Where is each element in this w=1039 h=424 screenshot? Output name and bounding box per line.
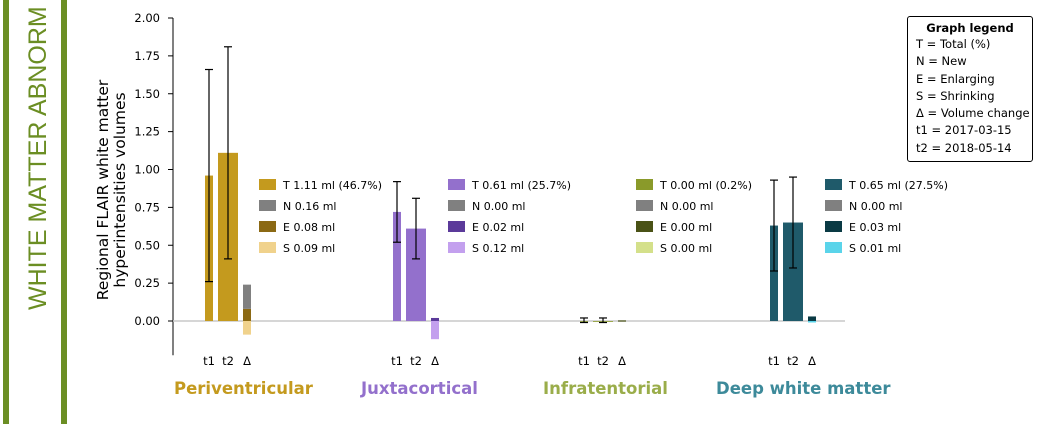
periventricular-delta-shrinking — [243, 321, 251, 335]
y-tick-label: 1.75 — [134, 49, 160, 63]
graph-legend-title: Graph legend — [926, 21, 1014, 35]
periventricular-entry-label: T 1.11 ml (46.7%) — [282, 179, 382, 192]
infratentorial-entry-label: N 0.00 ml — [660, 200, 714, 213]
juxtacortical-entry-swatch — [448, 200, 465, 211]
graph-legend: Graph legend T = Total (%) N = New E = Enl… — [907, 16, 1033, 162]
graph-legend-line: N = New — [916, 54, 967, 69]
deep-white-matter-entry-swatch — [825, 221, 842, 232]
juxtacortical-entry-swatch — [448, 221, 465, 232]
x-tick-label: t2 — [222, 354, 234, 368]
deep-white-matter-t2-bar — [783, 222, 803, 321]
juxtacortical-t2-bar — [406, 228, 426, 321]
periventricular-entry-label: S 0.09 ml — [283, 242, 335, 255]
juxtacortical-t1-bar — [393, 211, 401, 321]
x-tick-label: Δ — [431, 354, 439, 368]
x-tick-label: t1 — [203, 354, 215, 368]
juxtacortical-delta-enlarging — [431, 317, 439, 321]
juxtacortical-delta-shrinking — [431, 321, 439, 340]
side-panel-border — [3, 0, 67, 424]
deep-white-matter-entry-label: T 0.65 ml (27.5%) — [848, 179, 948, 192]
x-tick-label: t2 — [597, 354, 609, 368]
x-tick-label: t1 — [391, 354, 403, 368]
juxtacortical-entry-label: N 0.00 ml — [472, 200, 526, 213]
periventricular-entry-swatch — [259, 200, 276, 211]
periventricular-entry-label: N 0.16 ml — [283, 200, 337, 213]
y-tick-label: 1.50 — [134, 87, 160, 101]
graph-legend-lines: T = Total (%) N = New E = Enlarging S = Shr… — [916, 36, 1032, 157]
deep-white-matter-delta-enlarging — [808, 316, 816, 321]
infratentorial-entry-label: S 0.00 ml — [660, 242, 712, 255]
x-tick-label: t1 — [768, 354, 780, 368]
y-tick-label: 1.25 — [134, 125, 160, 139]
x-tick-label: t2 — [410, 354, 422, 368]
periventricular-region-label: Periventricular — [174, 379, 314, 398]
x-tick-label: Δ — [243, 354, 251, 368]
x-tick-label: t1 — [578, 354, 590, 368]
infratentorial-entry-label: T 0.00 ml (0.2%) — [659, 179, 752, 192]
graph-legend-line: S = Shrinking — [916, 88, 995, 103]
juxtacortical-region-label: Juxtacortical — [360, 379, 478, 398]
deep-white-matter-entry-label: N 0.00 ml — [849, 200, 903, 213]
graph-legend-line: t1 = 2017-03-15 — [916, 123, 1012, 138]
periventricular-entry-swatch — [259, 179, 276, 190]
deep-white-matter-entry-swatch — [825, 200, 842, 211]
x-tick-label: Δ — [618, 354, 626, 368]
deep-white-matter-entry-label: S 0.01 ml — [849, 242, 901, 255]
periventricular-entry-swatch — [259, 242, 276, 253]
y-tick-label: 2.00 — [134, 11, 160, 25]
juxtacortical-entry-swatch — [448, 242, 465, 253]
y-tick-label: 1.00 — [134, 163, 160, 177]
side-panel-title: WHITE MATTER ABNORM — [24, 6, 52, 310]
graph-legend-line: E = Enlarging — [916, 71, 995, 86]
periventricular-entry-label: E 0.08 ml — [283, 221, 335, 234]
deep-white-matter-delta-shrinking — [808, 321, 816, 323]
graph-legend-line: T = Total (%) — [916, 37, 991, 51]
x-tick-label: t2 — [787, 354, 799, 368]
infratentorial-region-label: Infratentorial — [543, 379, 668, 398]
juxtacortical-entry-label: S 0.12 ml — [472, 242, 524, 255]
deep-white-matter-t1-bar — [770, 225, 778, 321]
deep-white-matter-entry-swatch — [825, 179, 842, 190]
infratentorial-entry-label: E 0.00 ml — [660, 221, 712, 234]
graph-legend-line: t2 = 2018-05-14 — [916, 140, 1012, 155]
infratentorial-delta-zero — [618, 320, 626, 322]
y-tick-label: 0.50 — [134, 238, 160, 252]
y-tick-label: 0.75 — [134, 200, 160, 214]
infratentorial-entry-swatch — [636, 242, 653, 253]
y-tick-label: 0.00 — [134, 314, 160, 328]
periventricular-delta-enlarging — [243, 308, 251, 321]
deep-white-matter-entry-label: E 0.03 ml — [849, 221, 901, 234]
infratentorial-entry-swatch — [636, 221, 653, 232]
graph-legend-line: Δ = Volume change — [916, 106, 1030, 121]
juxtacortical-entry-label: E 0.02 ml — [472, 221, 524, 234]
deep-white-matter-region-label: Deep white matter — [716, 379, 891, 398]
x-tick-label: Δ — [808, 354, 816, 368]
y-tick-label: 0.25 — [134, 276, 160, 290]
juxtacortical-entry-swatch — [448, 179, 465, 190]
infratentorial-entry-swatch — [636, 179, 653, 190]
juxtacortical-entry-label: T 0.61 ml (25.7%) — [471, 179, 571, 192]
periventricular-entry-swatch — [259, 221, 276, 232]
y-axis-label: Regional FLAIR white matterhyperintensit… — [94, 79, 129, 300]
infratentorial-entry-swatch — [636, 200, 653, 211]
deep-white-matter-entry-swatch — [825, 242, 842, 253]
periventricular-delta-new — [243, 284, 251, 309]
side-panel: WHITE MATTER ABNORM — [3, 0, 67, 424]
